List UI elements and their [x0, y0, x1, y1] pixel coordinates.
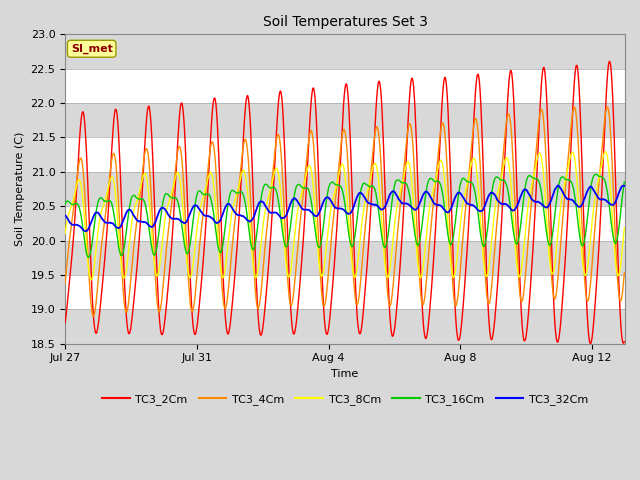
Y-axis label: Soil Temperature (C): Soil Temperature (C) [15, 132, 25, 246]
Bar [65, 69, 625, 103]
Title: Soil Temperatures Set 3: Soil Temperatures Set 3 [262, 15, 428, 29]
Bar [65, 35, 625, 69]
Bar [65, 103, 625, 137]
Bar [65, 137, 625, 172]
Bar [65, 275, 625, 309]
Bar [65, 240, 625, 275]
Bar [65, 309, 625, 344]
Bar [65, 206, 625, 240]
X-axis label: Time: Time [332, 369, 358, 379]
Legend: TC3_2Cm, TC3_4Cm, TC3_8Cm, TC3_16Cm, TC3_32Cm: TC3_2Cm, TC3_4Cm, TC3_8Cm, TC3_16Cm, TC3… [97, 389, 593, 409]
Bar [65, 172, 625, 206]
Text: SI_met: SI_met [71, 44, 113, 54]
